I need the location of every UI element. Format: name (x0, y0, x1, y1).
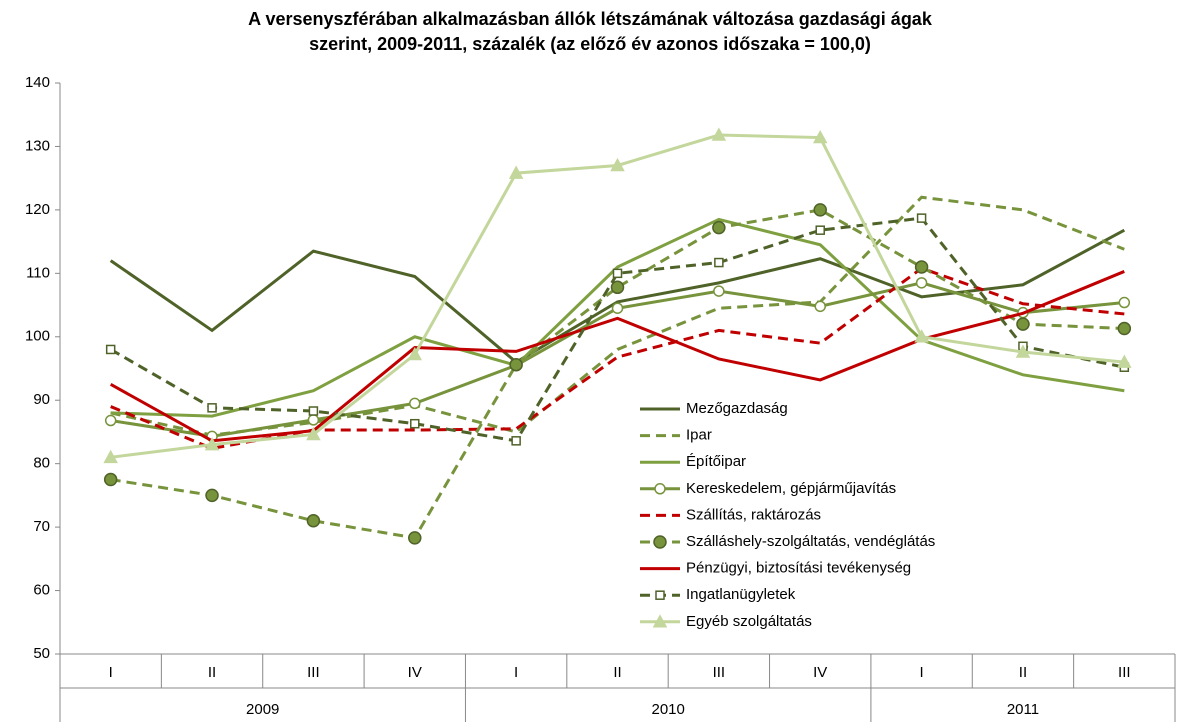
y-tick-label: 90 (33, 391, 50, 408)
marker (103, 472, 118, 487)
marker (408, 531, 422, 545)
x-group-label: 2010 (651, 701, 684, 718)
marker (914, 260, 929, 274)
marker (814, 300, 826, 313)
marker (104, 414, 117, 427)
legend-label: Építőipar (686, 453, 746, 470)
marker (812, 129, 828, 144)
marker (611, 302, 624, 314)
marker (306, 426, 321, 441)
series-line (109, 270, 1125, 443)
marker (1016, 317, 1030, 331)
legend-label: Ipar (686, 427, 712, 444)
marker (610, 280, 625, 295)
x-tick-label: III (713, 664, 726, 681)
x-tick-label: II (613, 664, 621, 681)
marker (1015, 344, 1031, 358)
legend-label: Mezőgazdaság (686, 400, 788, 417)
legend-label: Pénzügyi, biztosítási tevékenység (686, 560, 911, 577)
marker (307, 414, 320, 426)
marker (610, 157, 625, 172)
legend-label: Kereskedelem, gépjárműjavítás (686, 480, 896, 497)
y-tick-label: 60 (33, 582, 50, 599)
marker (712, 220, 726, 235)
y-tick-label: 50 (33, 645, 50, 662)
chart-title: A versenyszférában alkalmazásban állók l… (248, 9, 933, 29)
marker (653, 535, 667, 549)
y-tick-label: 140 (25, 74, 50, 91)
y-tick-label: 130 (25, 137, 50, 154)
marker (205, 488, 219, 503)
marker (654, 483, 666, 495)
marker (508, 165, 524, 179)
legend-label: Szállítás, raktározás (686, 506, 821, 523)
marker (105, 344, 116, 355)
y-tick-label: 70 (33, 518, 50, 535)
marker (655, 590, 665, 600)
x-tick-label: II (1019, 664, 1027, 681)
series-line (109, 216, 1125, 443)
x-tick-label: I (920, 664, 924, 681)
series-line (110, 208, 1125, 540)
legend-label: Ingatlanügyletek (686, 586, 796, 603)
x-tick-label: IV (408, 664, 422, 681)
marker (652, 614, 668, 628)
marker (612, 268, 623, 279)
marker (509, 357, 523, 372)
marker (914, 329, 929, 343)
marker (103, 449, 118, 464)
marker (410, 418, 420, 429)
marker (407, 346, 423, 361)
series-line (110, 217, 1125, 418)
y-tick-label: 120 (25, 201, 50, 218)
series-line (110, 266, 1125, 450)
x-tick-label: II (208, 664, 216, 681)
marker (511, 436, 521, 446)
marker (1118, 296, 1131, 309)
y-tick-label: 100 (25, 328, 50, 345)
marker (409, 397, 421, 410)
marker (713, 285, 725, 297)
marker (714, 257, 724, 268)
chart-title: szerint, 2009-2011, százalék (az előző é… (309, 34, 871, 54)
marker (308, 406, 319, 416)
marker (915, 277, 928, 289)
y-tick-label: 80 (33, 455, 50, 472)
x-tick-label: III (1118, 664, 1131, 681)
x-tick-label: III (307, 664, 320, 681)
marker (306, 514, 321, 528)
marker (916, 213, 927, 223)
marker (813, 203, 827, 217)
series-line (110, 195, 1125, 437)
x-tick-label: I (514, 664, 518, 681)
marker (815, 225, 825, 235)
x-group-label: 2011 (1007, 701, 1039, 718)
y-tick-label: 110 (26, 264, 50, 281)
marker (207, 403, 217, 413)
legend-label: Egyéb szolgáltatás (686, 613, 812, 630)
marker (711, 127, 727, 141)
marker (1117, 321, 1132, 336)
marker (1117, 354, 1132, 368)
x-group-label: 2009 (246, 701, 279, 718)
x-tick-label: IV (813, 664, 827, 681)
x-tick-label: I (109, 664, 113, 681)
marker (204, 437, 220, 451)
legend-label: Szálláshely-szolgáltatás, vendéglátás (686, 533, 935, 550)
